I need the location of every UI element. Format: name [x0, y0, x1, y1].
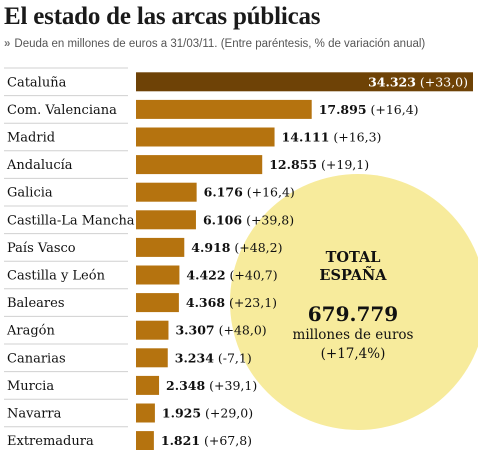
- value-number: 14.111: [282, 130, 330, 145]
- value-number: 6.106: [203, 212, 242, 227]
- total-unit: millones de euros: [293, 327, 414, 343]
- bar: [136, 293, 179, 313]
- region-label: Castilla y León: [7, 269, 106, 284]
- bar: [136, 375, 160, 395]
- chevron-right-icon: »: [4, 38, 11, 50]
- total-value: 679.779: [308, 302, 398, 326]
- total-label-line1: TOTAL: [326, 249, 381, 266]
- value-label: 17.895 (+16,4): [319, 102, 419, 117]
- change-percent: (+39,1): [205, 378, 257, 393]
- value-number: 12.855: [269, 157, 317, 172]
- change-percent: (+23,1): [225, 295, 277, 310]
- change-percent: (+40,7): [226, 268, 278, 283]
- value-number: 3.234: [175, 350, 214, 365]
- region-label: Aragón: [6, 324, 56, 339]
- change-percent: (+48,0): [215, 323, 267, 338]
- region-label: Baleares: [7, 296, 64, 311]
- value-label: 6.176 (+16,4): [204, 185, 295, 200]
- change-percent: (+16,4): [367, 102, 419, 117]
- total-label-line2: ESPAÑA: [319, 265, 387, 284]
- value-label: 4.368 (+23,1): [186, 295, 277, 310]
- value-number: 4.368: [186, 295, 225, 310]
- chart-subtitle: » Deuda en millones de euros a 31/03/11. …: [4, 38, 425, 50]
- bar: [136, 265, 180, 285]
- value-number: 6.176: [204, 185, 243, 200]
- total-bubble: [230, 174, 478, 430]
- region-label: Castilla-La Mancha: [7, 213, 135, 228]
- value-label: 4.422 (+40,7): [186, 268, 277, 283]
- bar: [136, 403, 155, 423]
- region-label: Galicia: [7, 186, 53, 201]
- chart-rows: Cataluña 34.323 (+33,0) Com. Valenciana 17.…: [4, 67, 473, 450]
- change-percent: (+19,1): [317, 157, 369, 172]
- value-number: 4.918: [191, 240, 230, 255]
- value-number: 1.821: [161, 433, 200, 448]
- bar: [136, 431, 154, 450]
- bar: [136, 237, 185, 257]
- value-label: 1.821 (+67,8): [161, 433, 252, 448]
- bar: [136, 182, 197, 202]
- value-label: 3.234 (-7,1): [175, 350, 252, 365]
- chart-title: El estado de las arcas públicas: [4, 3, 321, 30]
- region-label: Navarra: [7, 407, 62, 422]
- change-percent: (+39,8): [242, 212, 294, 227]
- bar: [136, 72, 473, 92]
- total-spain-block: TOTAL ESPAÑA 679.779 millones de euros (…: [293, 249, 414, 362]
- value-label: 6.106 (+39,8): [203, 212, 294, 227]
- value-label: 2.348 (+39,1): [166, 378, 257, 393]
- region-label: Canarias: [7, 351, 66, 366]
- change-percent: (-7,1): [214, 350, 252, 365]
- value-number: 3.307: [175, 323, 214, 338]
- value-number: 1.925: [162, 406, 201, 421]
- bar: [136, 210, 196, 230]
- value-number: 4.422: [186, 268, 225, 283]
- bar: [136, 348, 168, 368]
- change-percent: (+33,0): [416, 74, 468, 89]
- value-number: 2.348: [166, 378, 205, 393]
- region-label: Extremadura: [7, 434, 94, 449]
- region-label: País Vasco: [7, 241, 76, 256]
- value-number: 17.895: [319, 102, 367, 117]
- value-number: 34.323: [368, 74, 416, 89]
- bar: [136, 155, 263, 175]
- change-percent: (+48,2): [230, 240, 282, 255]
- change-percent: (+16,4): [243, 185, 295, 200]
- change-percent: (+16,3): [329, 130, 381, 145]
- change-percent: (+67,8): [200, 433, 252, 448]
- subtitle-text: Deuda en millones de euros a 31/03/11. (…: [14, 38, 426, 50]
- region-label: Com. Valenciana: [7, 103, 117, 118]
- region-label: Cataluña: [7, 75, 67, 90]
- bar: [136, 127, 275, 147]
- change-percent: (+29,0): [201, 406, 253, 421]
- bar: [136, 320, 169, 340]
- value-label: 14.111 (+16,3): [282, 130, 382, 145]
- total-change: (+17,4%): [321, 346, 386, 362]
- region-label: Andalucía: [6, 158, 73, 173]
- bar: [136, 99, 312, 119]
- value-label: 3.307 (+48,0): [175, 323, 266, 338]
- region-label: Madrid: [7, 131, 55, 146]
- region-label: Murcia: [7, 379, 54, 394]
- value-label: 34.323 (+33,0): [368, 74, 468, 89]
- value-label: 4.918 (+48,2): [191, 240, 282, 255]
- value-label: 1.925 (+29,0): [162, 406, 253, 421]
- value-label: 12.855 (+19,1): [269, 157, 369, 172]
